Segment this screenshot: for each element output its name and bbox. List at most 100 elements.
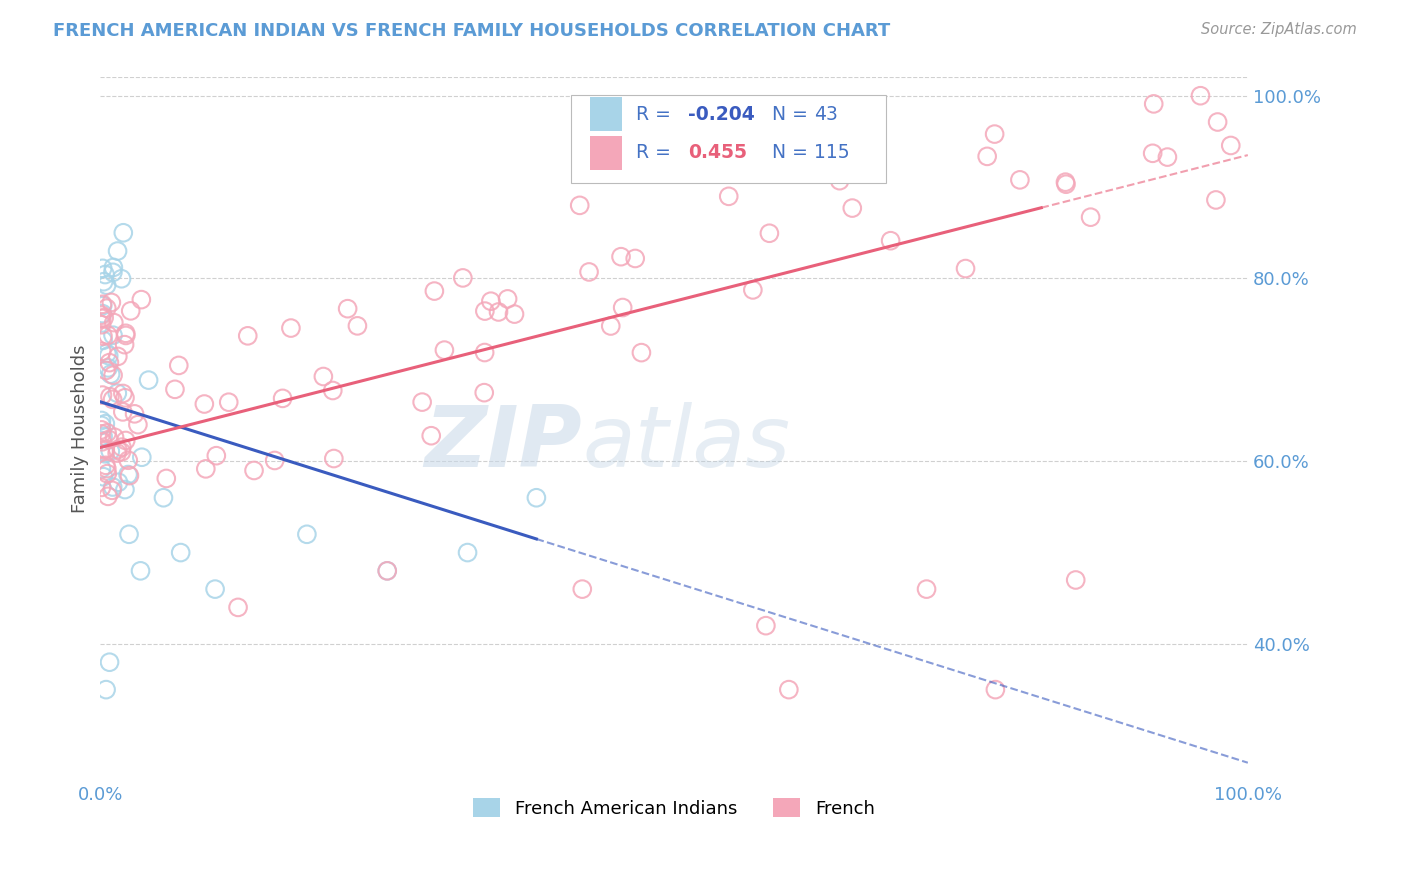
Point [236,328,259,343]
Point [96,278,118,293]
Point [93,310,115,325]
Point [226,600,249,615]
Point [778,682,800,697]
Point [243,463,266,477]
Point [336,301,359,316]
Point [717,189,740,203]
Point [111,440,134,454]
Point [94,442,117,457]
Point [1080,210,1102,224]
Point [114,337,136,351]
Point [96,346,118,360]
Text: N =: N = [772,144,814,162]
Point [105,386,128,401]
Text: -0.204: -0.204 [688,104,755,123]
Point [479,294,502,309]
Point [451,271,474,285]
Point [90,462,112,476]
Point [472,385,495,400]
Point [90,426,112,441]
Point [94,458,117,473]
Text: R =: R = [637,144,683,162]
Point [193,397,215,411]
Point [828,174,851,188]
Point [112,226,135,240]
Point [101,483,124,498]
Point [91,434,114,449]
Point [107,350,129,364]
Point [612,301,634,315]
Text: N =: N = [772,104,814,123]
Point [578,265,600,279]
Point [457,545,479,559]
Point [118,527,141,541]
Point [503,307,526,321]
Point [114,391,136,405]
Point [98,356,121,370]
Point [127,417,149,432]
Point [120,303,142,318]
Point [322,384,344,398]
Point [101,480,124,494]
Point [571,582,593,596]
Point [91,297,114,311]
Point [129,564,152,578]
Point [526,491,548,505]
Point [90,423,112,437]
Text: 115: 115 [814,144,849,162]
Text: 0.455: 0.455 [688,144,747,162]
Point [630,345,652,359]
FancyBboxPatch shape [591,136,623,169]
Point [114,328,136,343]
Point [218,395,240,409]
Point [568,198,591,212]
Y-axis label: Family Households: Family Households [72,345,89,514]
Point [101,328,124,343]
Point [1064,573,1087,587]
Point [107,244,129,258]
Point [97,349,120,363]
Point [375,564,398,578]
Point [97,360,120,375]
Point [91,299,114,313]
Point [758,226,780,240]
Point [488,305,510,319]
Point [915,582,938,596]
Point [94,447,117,461]
Point [98,444,121,458]
Point [97,328,120,343]
Point [955,261,977,276]
Point [167,359,190,373]
Point [98,655,121,669]
Point [91,307,114,321]
Point [100,368,122,382]
Text: R =: R = [637,104,678,123]
Point [98,390,121,404]
Point [1054,175,1077,189]
Legend: French American Indians, French: French American Indians, French [467,791,882,825]
Point [91,261,114,276]
Point [94,268,117,282]
Point [1219,138,1241,153]
Point [94,417,117,431]
Point [93,275,115,289]
Point [194,462,217,476]
Point [107,475,129,490]
Point [741,283,763,297]
Point [474,304,496,318]
Point [1054,178,1077,192]
Point [496,292,519,306]
Point [205,449,228,463]
Point [111,386,134,401]
Point [155,471,177,485]
Point [114,326,136,341]
Point [841,201,863,215]
Point [91,388,114,402]
Point [755,618,778,632]
Point [131,450,153,465]
Point [433,343,456,358]
Point [1205,193,1227,207]
Point [420,428,443,442]
Text: atlas: atlas [582,401,790,484]
Point [96,301,118,316]
